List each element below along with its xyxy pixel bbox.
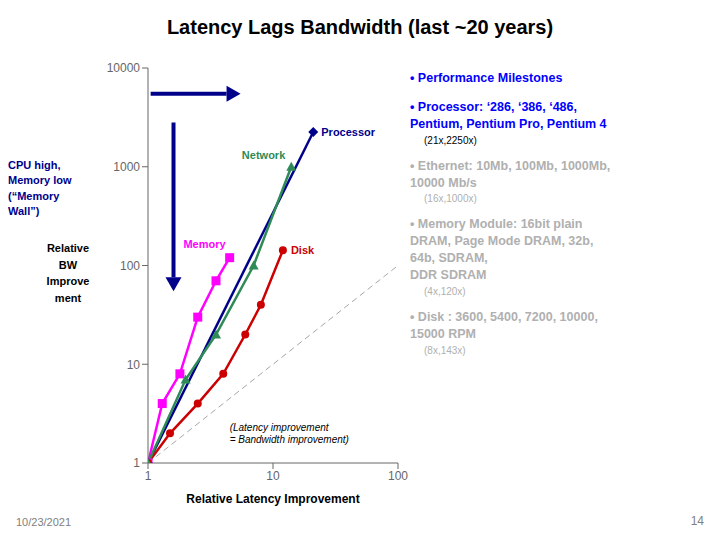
html-text:(4x,120x): (4x,120x) bbox=[424, 285, 466, 297]
html-text:• Ethernet: 10Mb, 100Mb, 1000M: • Ethernet: 10Mb, 100Mb, 1000Mb, 10000 M… bbox=[410, 158, 611, 190]
svg-text:1: 1 bbox=[145, 469, 152, 483]
svg-text:Processor: Processor bbox=[321, 126, 376, 138]
html-text:(8x,143x): (8x,143x) bbox=[424, 344, 466, 356]
html-text:Relative BW Improve ment: Relative BW Improve ment bbox=[46, 242, 90, 304]
html-text:• Processor: ‘286, ‘386, ‘486,: • Processor: ‘286, ‘386, ‘486, Pentium, … bbox=[410, 99, 607, 131]
html-text:(21x,2250x): (21x,2250x) bbox=[424, 134, 477, 146]
html-text:CPU high, Memory low (“Memory: CPU high, Memory low (“Memory Wall”) bbox=[8, 159, 72, 218]
svg-text:1000: 1000 bbox=[113, 160, 140, 174]
svg-text:(Latency improvement= Bandwidt: (Latency improvement= Bandwidth improvem… bbox=[230, 422, 349, 445]
svg-text:10: 10 bbox=[266, 469, 280, 483]
svg-text:Relative Latency Improvement: Relative Latency Improvement bbox=[186, 492, 359, 506]
svg-text:100: 100 bbox=[120, 259, 140, 273]
html-text:(16x,1000x): (16x,1000x) bbox=[424, 193, 477, 205]
svg-text:100: 100 bbox=[388, 469, 408, 483]
svg-text:Memory: Memory bbox=[183, 238, 226, 250]
html-text:• Performance Milestones: • Performance Milestones bbox=[410, 71, 563, 85]
svg-text:10: 10 bbox=[127, 358, 141, 372]
svg-text:1: 1 bbox=[133, 456, 140, 470]
html-text:Latency Lags Bandwidth (last ~: Latency Lags Bandwidth (last ~20 years) bbox=[166, 16, 554, 38]
html-text:14: 14 bbox=[690, 514, 704, 528]
svg-text:Network: Network bbox=[242, 149, 286, 161]
html-text:• Disk : 3600, 5400, 7200, 100: • Disk : 3600, 5400, 7200, 10000, 15000 … bbox=[410, 309, 598, 341]
svg-text:Disk: Disk bbox=[291, 244, 315, 256]
html-text:• Memory Module: 16bit plain D: • Memory Module: 16bit plain DRAM, Page … bbox=[410, 217, 594, 282]
html-text:10/23/2021: 10/23/2021 bbox=[16, 516, 72, 528]
svg-text:10000: 10000 bbox=[107, 61, 141, 75]
